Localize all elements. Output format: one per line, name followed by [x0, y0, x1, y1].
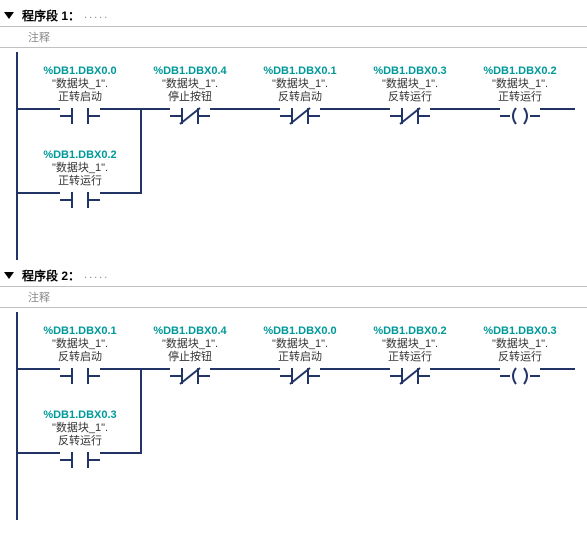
element-address: %DB1.DBX0.3: [470, 324, 570, 338]
element-comment: 正转运行: [30, 175, 130, 188]
ladder-element: %DB1.DBX0.1"数据块_1".反转启动: [250, 64, 350, 126]
network-comment[interactable]: 注释: [0, 26, 587, 48]
collapse-arrow-icon[interactable]: [4, 12, 14, 19]
ladder-element: %DB1.DBX0.0"数据块_1".正转启动: [250, 324, 350, 386]
element-comment: 反转运行: [470, 351, 570, 364]
element-symbol: "数据块_1".: [30, 78, 130, 91]
ladder-element: %DB1.DBX0.2"数据块_1".正转运行: [360, 324, 460, 386]
power-rail: [16, 312, 18, 520]
element-symbol: "数据块_1".: [30, 162, 130, 175]
network-header[interactable]: 程序段 1：.....: [0, 6, 587, 24]
element-comment: 反转启动: [30, 351, 130, 364]
element-comment: 正转启动: [30, 91, 130, 104]
ladder-element: %DB1.DBX0.0"数据块_1".正转启动: [30, 64, 130, 126]
rung-wire: [100, 192, 140, 194]
element-symbol: "数据块_1".: [360, 338, 460, 351]
element-symbol: "数据块_1".: [30, 338, 130, 351]
rung-wire: [540, 108, 575, 110]
ladder-element: %DB1.DBX0.3"数据块_1".反转运行: [30, 408, 130, 470]
element-comment: 反转运行: [360, 91, 460, 104]
ladder-area: %DB1.DBX0.1"数据块_1".反转启动%DB1.DBX0.4"数据块_1…: [0, 312, 587, 520]
rung-wire: [140, 108, 142, 194]
network-header[interactable]: 程序段 2：.....: [0, 266, 587, 284]
ladder-element: %DB1.DBX0.1"数据块_1".反转启动: [30, 324, 130, 386]
element-address: %DB1.DBX0.3: [360, 64, 460, 78]
element-symbol: "数据块_1".: [30, 422, 130, 435]
element-comment: 正转启动: [250, 351, 350, 364]
element-symbol: "数据块_1".: [250, 78, 350, 91]
element-address: %DB1.DBX0.4: [140, 324, 240, 338]
element-symbol: "数据块_1".: [140, 338, 240, 351]
network-title: 程序段 1：: [22, 7, 80, 24]
element-address: %DB1.DBX0.4: [140, 64, 240, 78]
element-address: %DB1.DBX0.3: [30, 408, 130, 422]
element-symbol: "数据块_1".: [470, 338, 570, 351]
element-address: %DB1.DBX0.2: [360, 324, 460, 338]
ladder-element: %DB1.DBX0.4"数据块_1".停止按钮: [140, 324, 240, 386]
ladder-element: %DB1.DBX0.2"数据块_1".正转运行: [30, 148, 130, 210]
element-symbol: "数据块_1".: [470, 78, 570, 91]
element-symbol: "数据块_1".: [360, 78, 460, 91]
network-comment[interactable]: 注释: [0, 286, 587, 308]
network: 程序段 1：.....注释%DB1.DBX0.0"数据块_1".正转启动%DB1…: [0, 6, 587, 260]
element-symbol: "数据块_1".: [140, 78, 240, 91]
power-rail: [16, 52, 18, 260]
network-title: 程序段 2：: [22, 267, 80, 284]
rung-wire: [140, 368, 142, 454]
element-comment: 反转运行: [30, 435, 130, 448]
element-address: %DB1.DBX0.0: [30, 64, 130, 78]
element-comment: 停止按钮: [140, 351, 240, 364]
network-dots: .....: [84, 269, 109, 281]
element-comment: 反转启动: [250, 91, 350, 104]
element-comment: 停止按钮: [140, 91, 240, 104]
network-dots: .....: [84, 9, 109, 21]
collapse-arrow-icon[interactable]: [4, 272, 14, 279]
ladder-element: %DB1.DBX0.4"数据块_1".停止按钮: [140, 64, 240, 126]
element-symbol: "数据块_1".: [250, 338, 350, 351]
rung-wire: [100, 452, 140, 454]
ladder-element: %DB1.DBX0.3"数据块_1".反转运行: [360, 64, 460, 126]
ladder-element: %DB1.DBX0.3"数据块_1".反转运行: [470, 324, 570, 386]
ladder-element: %DB1.DBX0.2"数据块_1".正转运行: [470, 64, 570, 126]
network: 程序段 2：.....注释%DB1.DBX0.1"数据块_1".反转启动%DB1…: [0, 266, 587, 520]
ladder-area: %DB1.DBX0.0"数据块_1".正转启动%DB1.DBX0.4"数据块_1…: [0, 52, 587, 260]
rung-wire: [540, 368, 575, 370]
element-comment: 正转运行: [470, 91, 570, 104]
element-comment: 正转运行: [360, 351, 460, 364]
element-address: %DB1.DBX0.0: [250, 324, 350, 338]
element-address: %DB1.DBX0.1: [30, 324, 130, 338]
element-address: %DB1.DBX0.2: [30, 148, 130, 162]
element-address: %DB1.DBX0.2: [470, 64, 570, 78]
element-address: %DB1.DBX0.1: [250, 64, 350, 78]
